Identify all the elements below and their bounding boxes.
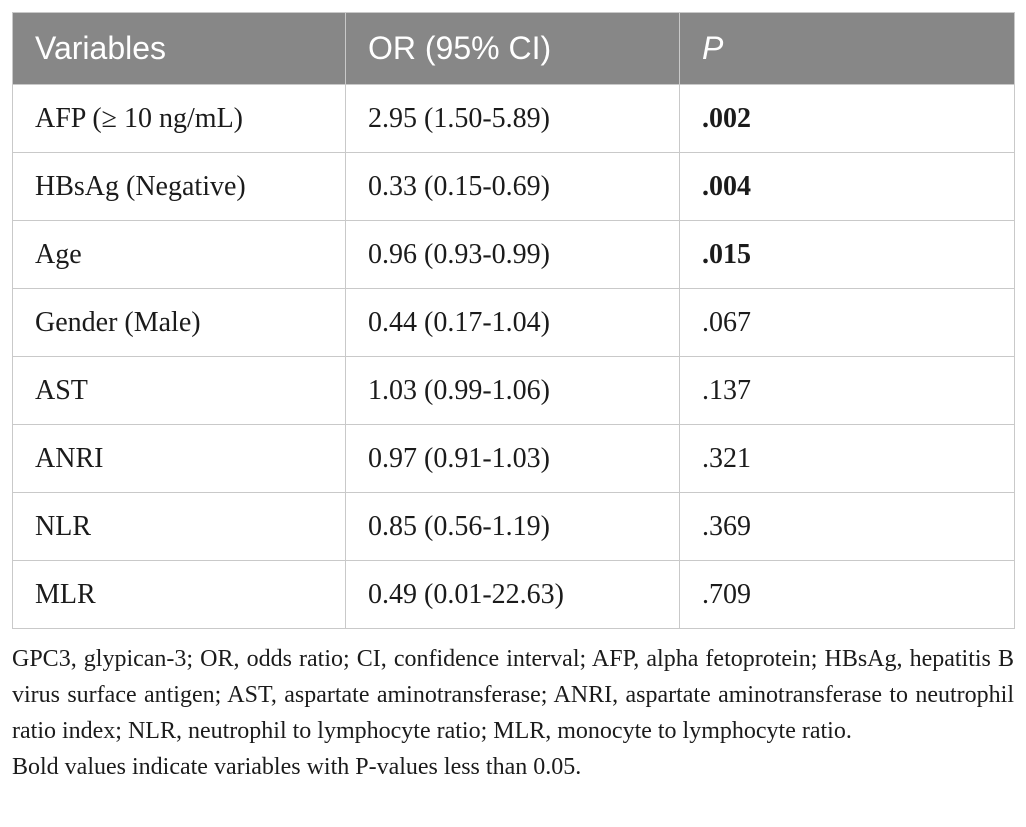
bold-values-note: Bold values indicate variables with P-va…	[12, 754, 582, 780]
or-ci-cell: 0.33 (0.15-0.69)	[345, 152, 680, 221]
p-value-cell: .015	[679, 220, 1015, 289]
or-ci-cell: 0.49 (0.01-22.63)	[345, 560, 680, 629]
table-row: NLR 0.85 (0.56-1.19) .369	[12, 492, 1015, 561]
variable-cell: HBsAg (Negative)	[12, 152, 346, 221]
p-value-cell: .709	[679, 560, 1015, 629]
table-row: AFP (≥ 10 ng/mL) 2.95 (1.50-5.89) .002	[12, 84, 1015, 153]
variable-cell: AST	[12, 356, 346, 425]
header-row: Variables OR (95% CI) P	[12, 12, 1015, 85]
or-ci-cell: 2.95 (1.50-5.89)	[345, 84, 680, 153]
variable-cell: ANRI	[12, 424, 346, 493]
variable-cell: NLR	[12, 492, 346, 561]
p-value-cell: .369	[679, 492, 1015, 561]
table-row: MLR 0.49 (0.01-22.63) .709	[12, 560, 1015, 629]
table-row: HBsAg (Negative) 0.33 (0.15-0.69) .004	[12, 152, 1015, 221]
p-value-cell: .321	[679, 424, 1015, 493]
or-ci-cell: 0.97 (0.91-1.03)	[345, 424, 680, 493]
or-ci-cell: 0.96 (0.93-0.99)	[345, 220, 680, 289]
col-header-or-ci: OR (95% CI)	[345, 12, 680, 85]
logistic-regression-table: Variables OR (95% CI) P AFP (≥ 10 ng/mL)…	[12, 12, 1015, 629]
or-ci-cell: 1.03 (0.99-1.06)	[345, 356, 680, 425]
p-value-cell: .067	[679, 288, 1015, 357]
p-value-cell: .137	[679, 356, 1015, 425]
variable-cell: Age	[12, 220, 346, 289]
abbreviations-footnote: GPC3, glypican-3; OR, odds ratio; CI, co…	[12, 646, 1014, 744]
p-value-cell: .002	[679, 84, 1015, 153]
variable-cell: Gender (Male)	[12, 288, 346, 357]
or-ci-cell: 0.85 (0.56-1.19)	[345, 492, 680, 561]
variable-cell: AFP (≥ 10 ng/mL)	[12, 84, 346, 153]
col-header-p: P	[679, 12, 1015, 85]
table-row: AST 1.03 (0.99-1.06) .137	[12, 356, 1015, 425]
table-row: ANRI 0.97 (0.91-1.03) .321	[12, 424, 1015, 493]
table-row: Gender (Male) 0.44 (0.17-1.04) .067	[12, 288, 1015, 357]
col-header-variables: Variables	[12, 12, 346, 85]
or-ci-cell: 0.44 (0.17-1.04)	[345, 288, 680, 357]
p-value-cell: .004	[679, 152, 1015, 221]
variable-cell: MLR	[12, 560, 346, 629]
table-row: Age 0.96 (0.93-0.99) .015	[12, 220, 1015, 289]
